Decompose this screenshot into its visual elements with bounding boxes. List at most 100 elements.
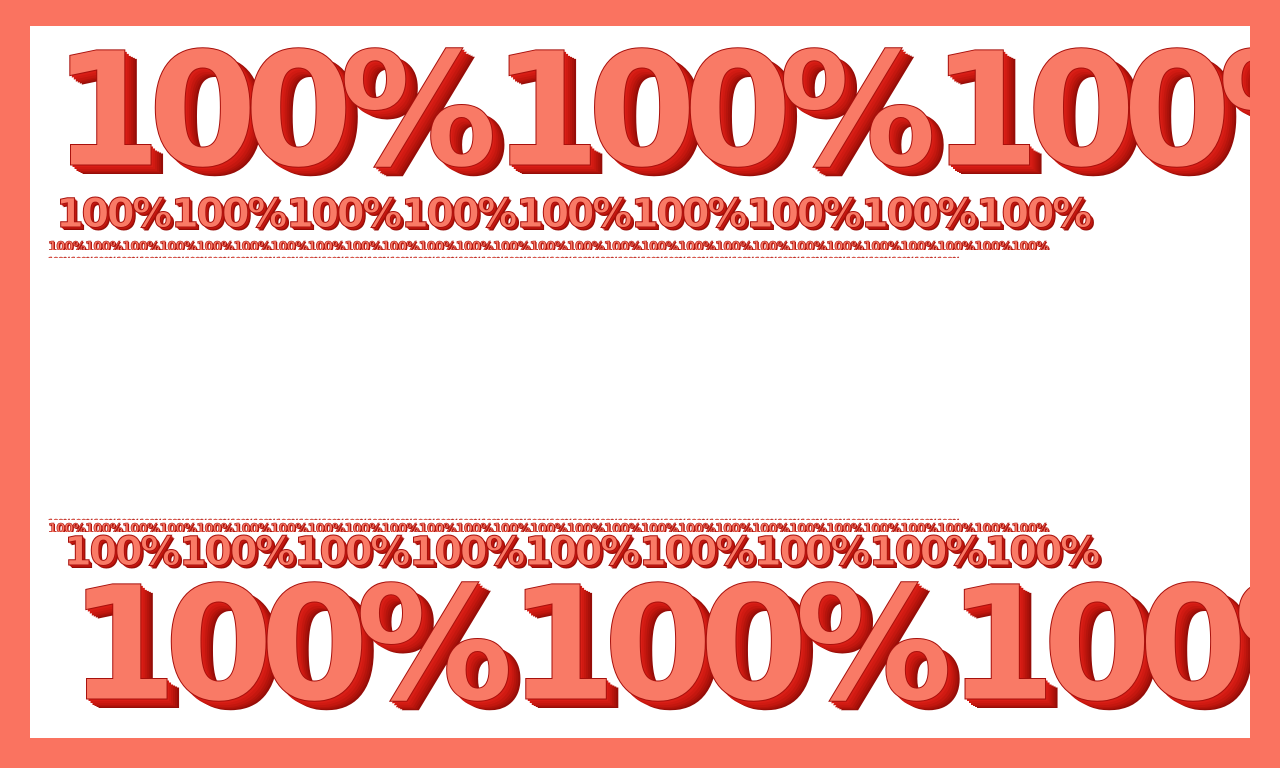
hundred-percent-mark: 100% [618,256,642,258]
hundred-percent-mark: 100% [937,518,961,520]
hundred-percent-mark: 100% [178,532,295,575]
hundred-percent-mark: 100% [975,194,1092,237]
hundred-percent-mark: 100% [863,522,901,532]
hundred-percent-mark: 100% [230,518,254,520]
hundred-percent-mark: 100% [788,522,827,532]
hundred-percent-mark: 100% [71,518,95,520]
hundred-percent-mark: 100% [523,532,640,575]
hundred-percent-mark: 100% [458,518,482,520]
hundred-percent-mark: 100% [751,522,790,532]
hundred-percent-mark: 100% [603,240,641,250]
hundred-percent-mark: 100% [709,256,733,258]
hundred-percent-mark: 100% [455,240,493,250]
hundred-percent-mark: 100% [85,522,123,532]
hundred-percent-mark: 100% [595,518,619,520]
hundred-percent-mark: 100% [159,522,197,532]
hundred-percent-mark: 100% [455,522,493,532]
top-small-row: 100%100%100%100%100%100%100%100%100%100%… [48,236,1250,250]
hundred-percent-mark: 100% [321,518,345,520]
hundred-percent-mark: 100% [732,256,756,258]
hundred-percent-mark: 100% [344,518,368,520]
hundred-percent-mark: 100% [504,518,528,520]
hundred-percent-mark: 100% [823,256,847,258]
hundred-percent-mark: 100% [868,518,892,520]
hundred-percent-mark: 100% [390,518,414,520]
hundred-percent-mark: 100% [276,256,300,258]
hundred-percent-mark: 100% [891,256,915,258]
hundred-percent-mark: 100% [233,522,271,532]
hundred-percent-mark: 100% [307,522,345,532]
hundred-percent-mark: 100% [983,532,1100,575]
hundred-percent-mark: 100% [253,256,277,258]
hundred-percent-mark: 100% [572,256,596,258]
hundred-percent-mark: 100% [751,240,790,250]
hundred-percent-mark: 100% [418,522,456,532]
hundred-percent-mark: 100% [638,532,755,575]
hundred-percent-mark: 100% [937,256,961,258]
hundred-percent-mark: 100% [492,522,530,532]
hundred-percent-mark: 100% [253,518,277,520]
hundred-percent-mark: 100% [64,532,181,575]
hundred-percent-mark: 100% [400,194,517,237]
hundred-percent-mark: 100% [863,240,901,250]
hundred-percent-mark: 100% [788,240,827,250]
hundred-percent-mark: 100% [529,240,567,250]
hundred-percent-mark: 100% [937,240,975,250]
hundred-percent-mark: 100% [1011,522,1049,532]
hundred-percent-mark: 100% [549,256,573,258]
hundred-percent-mark: 100% [270,240,308,250]
hundred-percent-mark: 100% [900,240,938,250]
hundred-percent-mark: 100% [48,518,71,520]
hundred-percent-mark: 100% [196,240,234,250]
hundred-percent-mark: 100% [48,256,71,258]
hundred-percent-mark: 100% [937,522,975,532]
hundred-percent-mark: 100% [481,518,505,520]
hundred-percent-mark: 100% [714,240,753,250]
hundred-percent-mark: 100% [207,518,231,520]
bottom-large-row: 100%100%100% [68,566,1250,738]
hundred-percent-mark: 100% [868,532,985,575]
hundred-percent-mark: 100% [618,518,642,520]
hundred-percent-mark: 100% [709,518,733,520]
hundred-percent-mark: 100% [900,522,938,532]
hundred-percent-mark: 100% [116,518,140,520]
hundred-percent-mark: 100% [367,256,391,258]
hundred-percent-mark: 100% [299,256,323,258]
bottom-medium-row: 100%100%100%100%100%100%100%100%100% [64,532,1250,578]
hundred-percent-mark: 100% [663,256,687,258]
top-medium-row: 100%100%100%100%100%100%100%100%100% [56,194,1250,240]
hundred-percent-mark: 100% [71,256,95,258]
hundred-percent-mark: 100% [492,240,530,250]
hundred-percent-mark: 100% [527,518,551,520]
hundred-percent-mark: 100% [755,518,779,520]
hundred-percent-mark: 100% [686,256,710,258]
hundred-percent-mark: 100% [640,522,678,532]
hundred-percent-mark: 100% [170,194,287,237]
hundred-percent-mark: 100% [825,522,864,532]
hundred-percent-mark: 100% [162,256,186,258]
hundred-percent-mark: 100% [344,522,382,532]
hundred-percent-mark: 100% [974,240,1012,250]
hundred-percent-mark: 100% [413,256,437,258]
hundred-percent-mark: 100% [572,518,596,520]
hundred-percent-mark: 100% [299,518,323,520]
bottom-tiny-row: 100%100%100%100%100%100%100%100%100%100%… [48,510,1250,520]
hundred-percent-mark: 100% [914,518,938,520]
hundred-percent-mark: 100% [185,256,209,258]
hundred-percent-mark: 100% [122,240,160,250]
hundred-percent-mark: 100% [321,256,345,258]
hundred-percent-mark: 100% [755,256,779,258]
hundred-percent-mark: 100% [825,240,864,250]
hundred-percent-mark: 100% [85,240,123,250]
hundred-percent-mark: 100% [640,240,678,250]
hundred-percent-mark: 100% [52,32,498,202]
top-large-row: 100%100%100% [52,32,1250,202]
hundred-percent-mark: 100% [413,518,437,520]
hundred-percent-mark: 100% [823,518,847,520]
hundred-percent-mark: 100% [677,240,715,250]
hundred-percent-mark: 100% [230,256,254,258]
hundred-percent-mark: 100% [491,32,937,202]
hundred-percent-mark: 100% [196,522,234,532]
hundred-percent-mark: 100% [418,240,456,250]
hundred-percent-mark: 100% [930,32,1250,202]
